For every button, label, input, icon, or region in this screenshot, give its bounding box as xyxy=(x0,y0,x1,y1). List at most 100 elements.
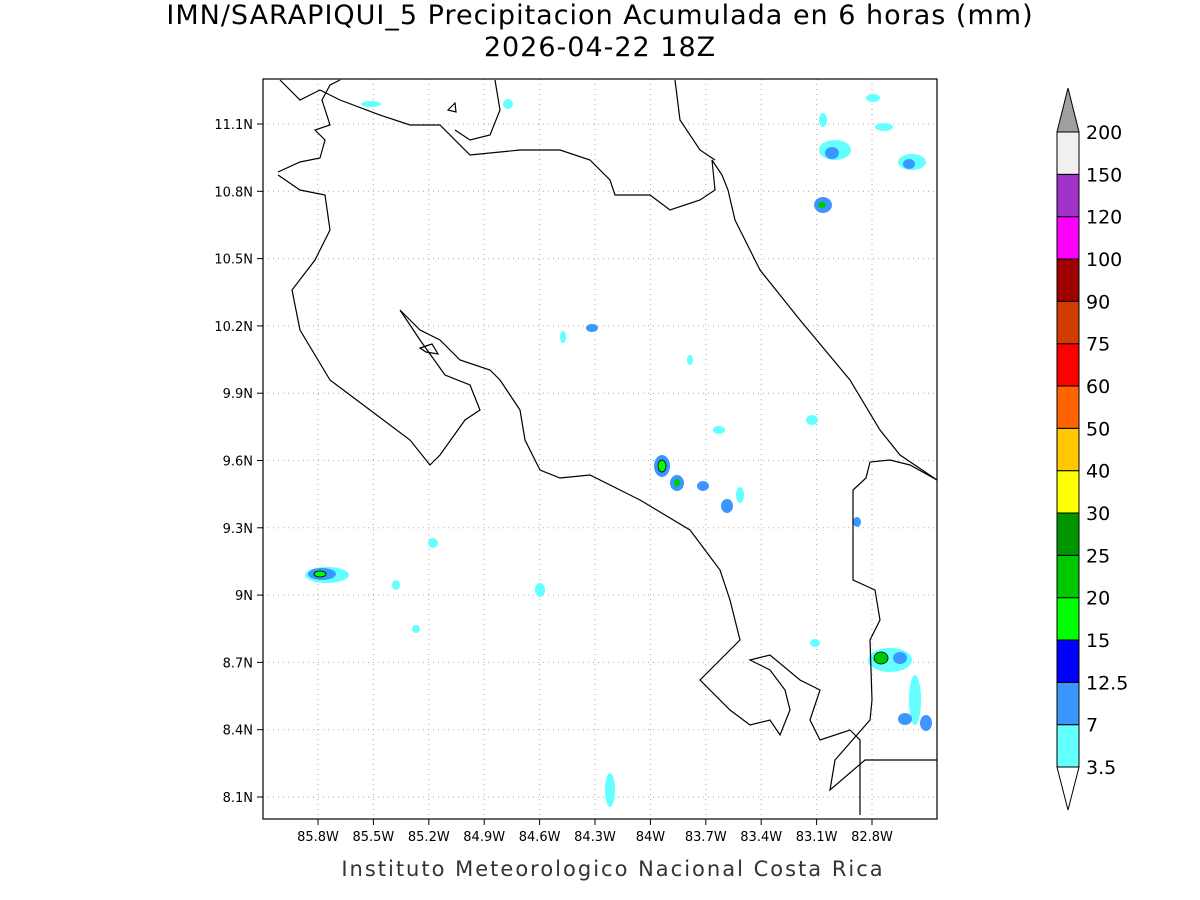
x-tick-label: 85.2W xyxy=(408,830,450,845)
rain-cell xyxy=(687,355,693,365)
x-tick-label: 84.9W xyxy=(463,830,505,845)
rain-cell xyxy=(818,202,826,208)
footer: Instituto Meteorologico Nacional Costa R… xyxy=(341,857,884,881)
x-tick-label: 83.7W xyxy=(685,830,727,845)
colorbar-segment xyxy=(1056,216,1080,260)
colorbar-label: 25 xyxy=(1086,545,1110,567)
colorbar-segment xyxy=(1056,512,1080,556)
rain-cell xyxy=(873,651,889,665)
y-tick-label: 9N xyxy=(235,589,253,604)
colorbar-label: 20 xyxy=(1086,588,1110,610)
axis-ticks: 85.8W 85.5W 85.2W 84.9W 84.6W 84.3W 84W 83.7W 83… xyxy=(214,118,893,845)
x-tick-label: 82.8W xyxy=(851,830,893,845)
coastline xyxy=(829,459,938,792)
coastline xyxy=(418,343,440,355)
colorbar-segment xyxy=(1056,597,1080,641)
coastline xyxy=(277,174,861,815)
colorbar-label: 100 xyxy=(1086,249,1122,271)
y-tick-label: 10.8N xyxy=(214,185,253,200)
colorbar-segment xyxy=(1056,258,1080,302)
rain-cell xyxy=(736,487,744,503)
rain-cell xyxy=(560,331,566,343)
colorbar-segment xyxy=(1056,470,1080,514)
plot-frame xyxy=(262,78,938,820)
colorbar-label: 15 xyxy=(1086,630,1110,652)
y-tick-label: 11.1N xyxy=(214,118,253,133)
colorbar-segment xyxy=(1056,385,1080,429)
rain-cell xyxy=(903,159,915,169)
grid xyxy=(263,79,937,819)
colorbar-label: 12.5 xyxy=(1086,672,1128,694)
colorbar-label: 75 xyxy=(1086,334,1110,356)
coastline xyxy=(446,101,457,113)
colorbar-segment xyxy=(1056,724,1080,768)
rain-cell xyxy=(605,773,615,807)
rain-cell xyxy=(875,123,893,131)
colorbar-label: 90 xyxy=(1086,291,1110,313)
colorbar-label: 30 xyxy=(1086,503,1110,525)
x-tick-label: 84.6W xyxy=(519,830,561,845)
colorbar-segment xyxy=(1056,131,1080,175)
rain-cell xyxy=(898,713,912,725)
x-tick-label: 83.1W xyxy=(796,830,838,845)
rain-cell xyxy=(503,99,513,109)
colorbar-segment xyxy=(1056,427,1080,472)
colorbar-label: 3.5 xyxy=(1086,757,1116,779)
rain-cell xyxy=(721,499,733,513)
rain-cell xyxy=(697,481,709,491)
colorbar-segment xyxy=(1056,554,1080,599)
colorbar-label: 40 xyxy=(1086,461,1110,483)
coastline xyxy=(454,79,501,141)
y-tick-label: 8.7N xyxy=(223,656,253,671)
y-tick-label: 10.2N xyxy=(214,320,253,335)
colorbar-label: 60 xyxy=(1086,376,1110,398)
colorbar-segment xyxy=(1056,300,1080,345)
rain-cell xyxy=(586,324,598,332)
y-tick-label: 10.5N xyxy=(214,253,253,268)
coastline xyxy=(279,79,938,481)
x-tick-label: 85.5W xyxy=(352,830,394,845)
colorbar-label: 150 xyxy=(1086,164,1122,186)
rain-cell xyxy=(657,459,667,473)
colorbar: 3.5 7 12.5 15 20 25 30 40 50 60 75 90 100 120 150 200 xyxy=(1056,87,1128,811)
rain-cell xyxy=(866,94,880,102)
x-tick-label: 84W xyxy=(636,830,666,845)
precipitation xyxy=(305,94,932,807)
y-tick-label: 8.1N xyxy=(223,791,253,806)
x-tick-label: 83.4W xyxy=(740,830,782,845)
rain-cell xyxy=(893,652,907,664)
colorbar-label: 50 xyxy=(1086,418,1110,440)
x-tick-label: 85.8W xyxy=(297,830,339,845)
y-tick-label: 8.4N xyxy=(223,724,253,739)
colorbar-segment xyxy=(1056,639,1080,683)
rain-cell xyxy=(674,479,680,487)
rain-cell xyxy=(853,517,861,527)
rain-cell xyxy=(412,625,420,633)
rain-cell xyxy=(806,415,818,425)
coastline xyxy=(277,79,938,815)
colorbar-label: 200 xyxy=(1086,122,1122,144)
rain-cell xyxy=(313,570,327,578)
colorbar-segment xyxy=(1056,681,1080,726)
rain-cell xyxy=(392,580,400,590)
colorbar-arrow xyxy=(1056,766,1080,811)
rain-cell xyxy=(819,113,827,127)
colorbar-arrow xyxy=(1056,87,1080,133)
rain-cell xyxy=(810,639,820,647)
rain-cell xyxy=(825,147,839,159)
rain-cell xyxy=(535,583,545,597)
rain-cell xyxy=(920,715,932,731)
coastline xyxy=(674,79,716,161)
x-tick-label: 84.3W xyxy=(574,830,616,845)
coastline xyxy=(277,79,341,173)
rain-cell xyxy=(713,426,725,434)
y-tick-label: 9.9N xyxy=(223,387,253,402)
rain-cell xyxy=(909,675,921,725)
y-tick-label: 9.6N xyxy=(223,455,253,470)
colorbar-segment xyxy=(1056,173,1080,218)
colorbar-label: 120 xyxy=(1086,207,1122,229)
y-tick-label: 9.3N xyxy=(223,522,253,537)
rain-cell xyxy=(361,101,381,107)
colorbar-label: 7 xyxy=(1086,715,1098,737)
